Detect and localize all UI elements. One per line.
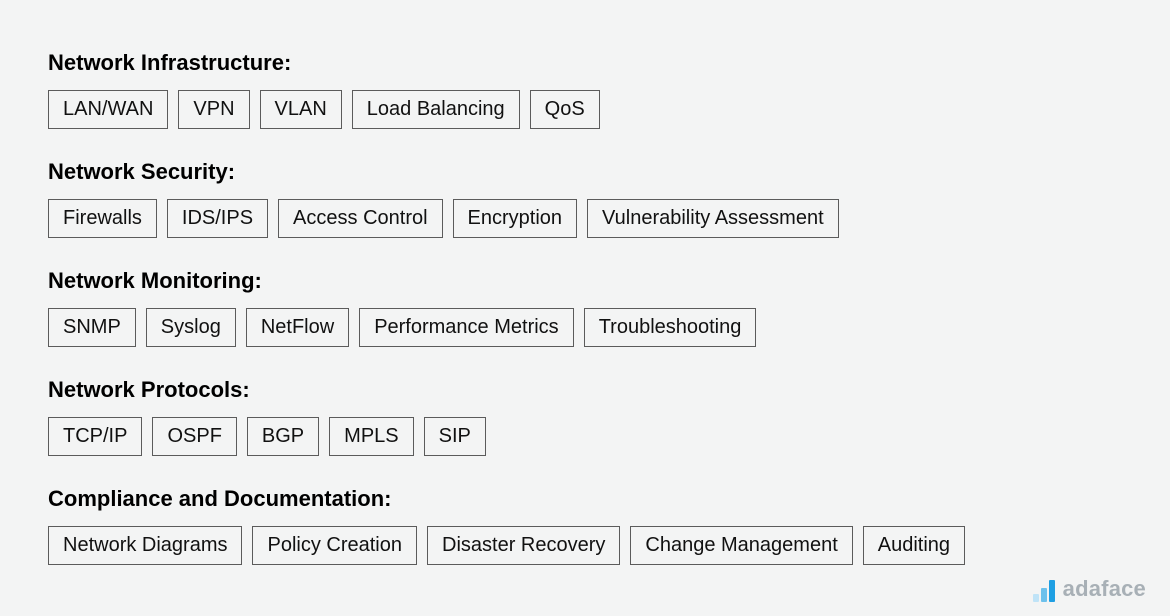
category-heading: Network Security:: [48, 159, 1122, 185]
tag-row: TCP/IP OSPF BGP MPLS SIP: [48, 417, 1122, 456]
skill-tag: VPN: [178, 90, 249, 129]
tag-row: Firewalls IDS/IPS Access Control Encryption…: [48, 199, 1122, 238]
skill-tag: SNMP: [48, 308, 136, 347]
category: Network Security: Firewalls IDS/IPS Access …: [48, 159, 1122, 238]
category: Network Protocols: TCP/IP OSPF BGP MPLS SIP: [48, 377, 1122, 456]
category-heading: Network Infrastructure:: [48, 50, 1122, 76]
brand-bars-icon: [1033, 580, 1055, 602]
category: Compliance and Documentation: Network Dia…: [48, 486, 1122, 565]
skill-tag: Syslog: [146, 308, 236, 347]
tag-row: Network Diagrams Policy Creation Disaster …: [48, 526, 1122, 565]
brand-text: adaface: [1063, 576, 1146, 602]
brand-bar: [1033, 594, 1039, 602]
skill-tag: Performance Metrics: [359, 308, 574, 347]
skill-tag: BGP: [247, 417, 319, 456]
skill-tag: IDS/IPS: [167, 199, 268, 238]
brand-logo: adaface: [1033, 576, 1146, 602]
category: Network Monitoring: SNMP Syslog NetFlow Perf…: [48, 268, 1122, 347]
skill-tag: Disaster Recovery: [427, 526, 620, 565]
skill-tag: Encryption: [453, 199, 578, 238]
brand-bar: [1049, 580, 1055, 602]
skill-tag: QoS: [530, 90, 600, 129]
tag-row: LAN/WAN VPN VLAN Load Balancing QoS: [48, 90, 1122, 129]
skill-tag: Change Management: [630, 526, 852, 565]
skill-tag: VLAN: [260, 90, 342, 129]
skill-tag: Network Diagrams: [48, 526, 242, 565]
skill-tag: LAN/WAN: [48, 90, 168, 129]
skill-tag: Load Balancing: [352, 90, 520, 129]
tag-row: SNMP Syslog NetFlow Performance Metrics Trou…: [48, 308, 1122, 347]
skill-tag: Policy Creation: [252, 526, 417, 565]
skill-tag: Troubleshooting: [584, 308, 757, 347]
category: Network Infrastructure: LAN/WAN VPN VLAN Loa…: [48, 50, 1122, 129]
category-heading: Network Protocols:: [48, 377, 1122, 403]
category-heading: Compliance and Documentation:: [48, 486, 1122, 512]
skill-tag: MPLS: [329, 417, 413, 456]
skill-tag: NetFlow: [246, 308, 349, 347]
skill-tag: SIP: [424, 417, 486, 456]
skill-tag: Firewalls: [48, 199, 157, 238]
category-heading: Network Monitoring:: [48, 268, 1122, 294]
skill-tag: OSPF: [152, 417, 236, 456]
skill-tag: TCP/IP: [48, 417, 142, 456]
skill-tag: Access Control: [278, 199, 443, 238]
brand-bar: [1041, 588, 1047, 602]
skill-tag: Vulnerability Assessment: [587, 199, 839, 238]
skills-list: Network Infrastructure: LAN/WAN VPN VLAN Loa…: [0, 0, 1170, 565]
skill-tag: Auditing: [863, 526, 965, 565]
